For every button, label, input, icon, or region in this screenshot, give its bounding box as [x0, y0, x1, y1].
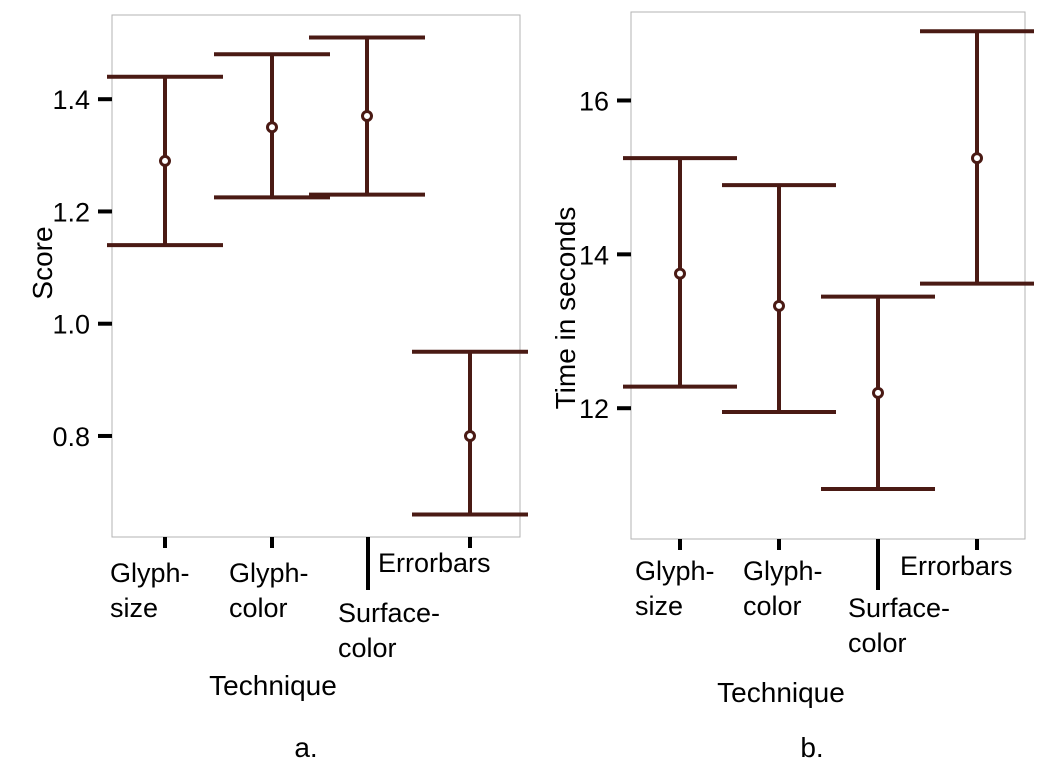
panel-b-y-tick-label: 14: [579, 240, 609, 270]
panel-a-y-tick-label: 1.2: [52, 197, 90, 227]
panel-b-x-tick-label: Errorbars: [900, 551, 1013, 581]
panel-a-plot-frame: [111, 14, 521, 538]
panel-a-x-tick-label: Errorbars: [378, 548, 491, 578]
panel-a-y-tick-label: 1.4: [52, 85, 90, 115]
panel-b-x-tick-label-line: Surface-: [848, 593, 950, 623]
panel-a-mean-point: [361, 110, 373, 123]
panel-a-y-axis: 0.8 1.0 1.2 1.4: [52, 85, 112, 452]
panel-a-x-tick-label-line: Glyph-: [229, 558, 309, 588]
panel-b-y-axis-title: Time in seconds: [550, 207, 581, 410]
panel-a-errorbar-3: [309, 35, 425, 197]
panel-b-x-axis-title: Technique: [717, 677, 845, 708]
panel-b-errorbar-4: [920, 29, 1034, 286]
panel-b-errorbar-1: [623, 156, 737, 389]
panel-a-x-tick-label: Glyph-color: [229, 558, 309, 623]
panel-a-errorbar-1: [107, 74, 223, 248]
panel-a-x-tick-label-line: size: [110, 593, 158, 623]
panel-a-x-tick-label-line: Errorbars: [378, 548, 491, 578]
panel-b-marks: [623, 29, 1034, 491]
panel-a-x-tick-label-line: color: [338, 633, 397, 663]
panel-b-mean-point: [773, 299, 785, 312]
panel-a-y-tick-label: 0.8: [52, 422, 90, 452]
panel-a-marks: [107, 35, 528, 517]
panel-b-mean-point: [872, 386, 884, 399]
panel-b-mean-point: [971, 152, 983, 165]
panel-b-x-tick-label: Surface-color: [848, 593, 950, 658]
panel-a-x-tick-label-line: color: [229, 593, 288, 623]
panel-b-x-tick-label: Glyph-color: [743, 556, 823, 621]
panel-b-x-tick-label-line: size: [635, 591, 683, 621]
panel-b-label: b.: [800, 732, 823, 763]
panel-b-x-tick-label-line: Glyph-: [743, 556, 823, 586]
panel-b-plot-frame: [630, 11, 1026, 540]
panel-b-errorbar-2: [722, 183, 836, 415]
panel-a-mean-point: [159, 154, 171, 167]
panel-b-x-tick-label-line: color: [848, 628, 907, 658]
panel-a-mean-point: [464, 429, 476, 442]
panel-a-y-axis-title: Score: [27, 226, 58, 299]
panel-b-y-axis: 12 14 16: [579, 86, 631, 424]
panel-a-label: a.: [294, 732, 317, 763]
panel-b-y-tick-label: 12: [579, 394, 609, 424]
panel-b-mean-point: [674, 267, 686, 280]
panel-a-x-axis-title: Technique: [209, 670, 337, 701]
panel-a-mean-point: [266, 121, 278, 134]
panel-a-x-tick-label: Surface-color: [338, 598, 440, 663]
panel-b-x-tick-label-line: Errorbars: [900, 551, 1013, 581]
panel-b-x-tick-label: Glyph-size: [635, 556, 715, 621]
panel-a-y-tick-label: 1.0: [52, 310, 90, 340]
panel-b-x-tick-label-line: color: [743, 591, 802, 621]
panel-b-x-tick-label-line: Glyph-: [635, 556, 715, 586]
panel-a-errorbar-2: [214, 52, 330, 200]
panel-b-y-tick-label: 16: [579, 86, 609, 116]
panel-b-errorbar-3: [821, 294, 935, 491]
panel-a-x-tick-label-line: Glyph-: [110, 558, 190, 588]
panel-a-x-tick-label-line: Surface-: [338, 598, 440, 628]
panel-a-errorbar-4: [412, 349, 528, 517]
panel-a-x-tick-label: Glyph-size: [110, 558, 190, 623]
